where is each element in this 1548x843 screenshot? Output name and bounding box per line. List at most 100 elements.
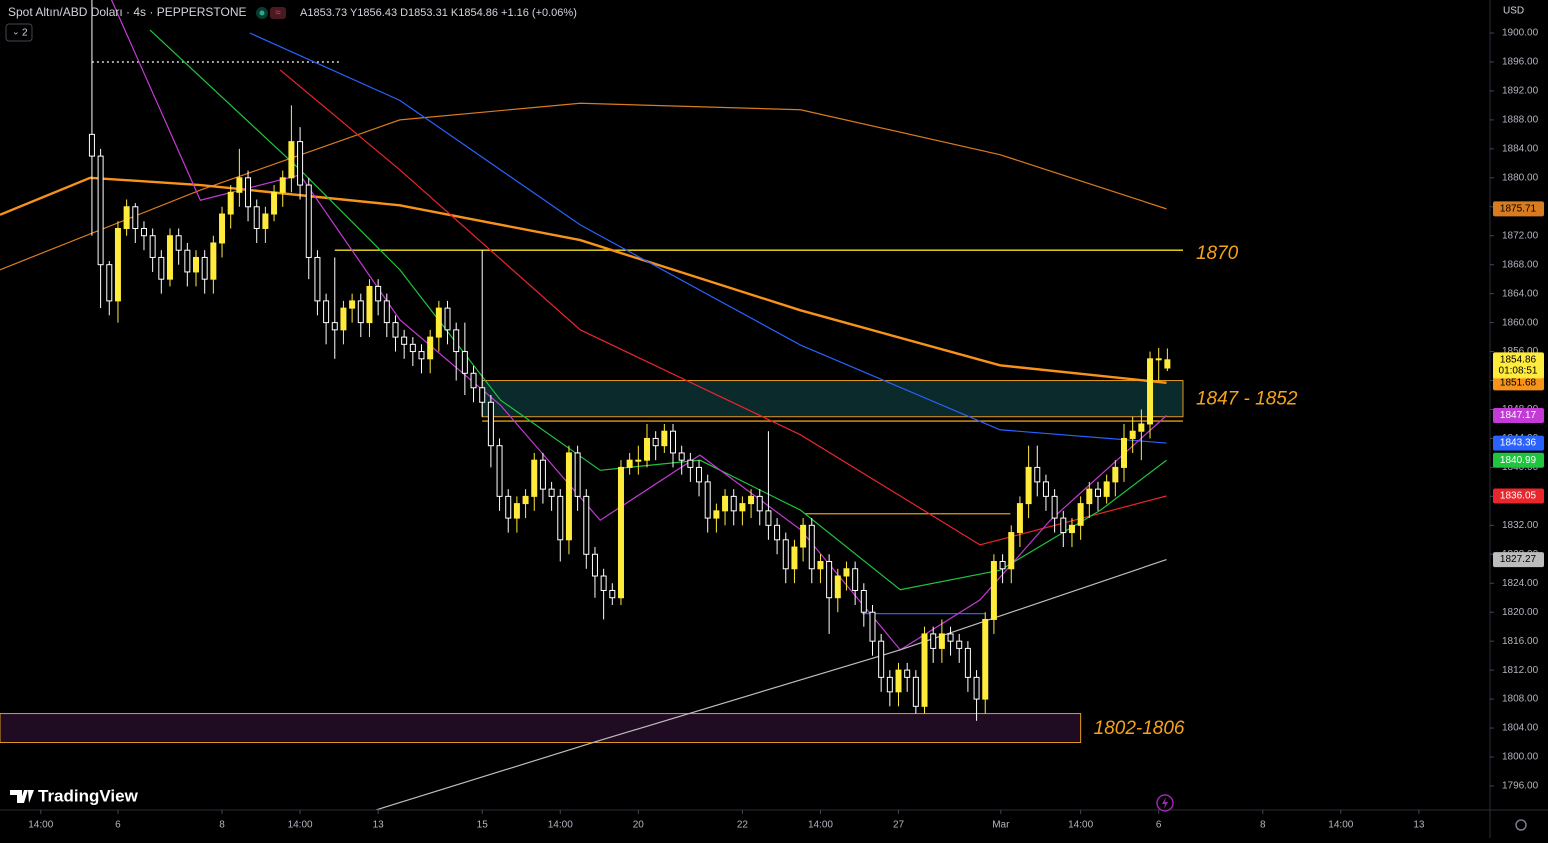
status-dot <box>259 10 265 16</box>
candle-body <box>696 466 703 483</box>
candle-body <box>687 459 694 468</box>
currency-selector[interactable]: USD <box>1503 6 1524 17</box>
candle-body <box>201 256 208 280</box>
y-tick-label: 1868.00 <box>1502 259 1539 270</box>
candle-body <box>271 191 278 215</box>
candle-body <box>956 640 963 649</box>
y-tick-label: 1892.00 <box>1502 86 1539 97</box>
candle-body <box>513 503 520 519</box>
x-tick-label: Mar <box>992 820 1010 831</box>
price-tag <box>1493 201 1544 217</box>
candle-body <box>921 633 928 707</box>
x-tick-label: 27 <box>893 820 905 831</box>
candle-body <box>253 206 260 229</box>
candle-body <box>661 430 668 447</box>
candle-body <box>652 437 659 447</box>
price-tag-label: 1840.99 <box>1500 455 1537 466</box>
candle-body <box>834 575 841 599</box>
candle-body <box>869 611 876 642</box>
price-tag <box>1493 452 1544 468</box>
price-tag-label: 1847.17 <box>1500 410 1537 421</box>
candle-body <box>184 249 191 273</box>
y-tick-label: 1888.00 <box>1502 115 1539 126</box>
candle-body <box>496 445 503 497</box>
x-tick-label: 14:00 <box>28 820 53 831</box>
candle-body <box>1034 466 1041 483</box>
candle-body <box>132 206 139 229</box>
candle-body <box>964 647 971 678</box>
candle-body <box>401 336 408 345</box>
candle-body <box>817 561 824 570</box>
indicators-toggle[interactable] <box>5 23 33 42</box>
candle-body <box>123 206 130 229</box>
candle-body <box>626 459 633 468</box>
candle-body <box>722 495 729 512</box>
x-tick-label: 20 <box>633 820 645 831</box>
candle-body <box>166 235 173 280</box>
y-tick-label: 1880.00 <box>1502 172 1539 183</box>
candle-body <box>288 141 295 179</box>
alert-icon[interactable] <box>1156 794 1174 812</box>
candle-body <box>617 466 624 599</box>
candle-body <box>418 351 425 360</box>
candle-body <box>305 184 312 258</box>
candle-body <box>904 669 911 678</box>
y-tick-label: 1816.00 <box>1502 636 1539 647</box>
chevron: ⌄ <box>12 26 20 36</box>
price-zone <box>481 380 1184 418</box>
candle-body <box>149 235 156 258</box>
candle-body <box>843 568 850 577</box>
candle-body <box>1164 359 1171 369</box>
candle-body <box>748 495 755 505</box>
price-tag <box>1493 407 1544 423</box>
candle-body <box>557 495 564 541</box>
candle-body <box>461 351 468 374</box>
candle-body <box>852 568 859 591</box>
candle-body <box>756 495 763 512</box>
y-tick-label: 1884.00 <box>1502 143 1539 154</box>
y-tick-label: 1860.00 <box>1502 317 1539 328</box>
status-icon <box>270 7 286 19</box>
candle-body <box>704 481 711 519</box>
candle-body <box>193 256 200 273</box>
candle-body <box>314 256 321 302</box>
x-tick-label: 8 <box>1260 820 1266 831</box>
candle-body <box>643 437 650 461</box>
candle-body <box>539 459 546 490</box>
candle-body <box>349 300 356 309</box>
x-tick-label: 14:00 <box>1068 820 1093 831</box>
candle-body <box>1121 437 1128 468</box>
candle-body <box>886 676 893 693</box>
x-tick-label: 13 <box>373 820 385 831</box>
x-tick-label: 6 <box>1156 820 1162 831</box>
candle-body <box>990 561 997 620</box>
candle-body <box>323 300 330 324</box>
moving-average <box>0 102 1167 271</box>
candle-body <box>591 553 598 577</box>
candle-body <box>140 227 147 237</box>
y-tick-label: 1800.00 <box>1502 752 1539 763</box>
settings-icon[interactable] <box>1515 819 1527 831</box>
price-tags: 1875.71 1851.68 1843.36 1836.05 1840.99 1847.… <box>1493 201 1544 568</box>
candle-body <box>409 343 416 353</box>
y-tick-label: 1824.00 <box>1502 578 1539 589</box>
moving-average <box>0 176 1167 385</box>
candle-body <box>1060 517 1067 534</box>
symbol-title[interactable]: Spot Altın/ABD Doları · 4s · PEPPERSTONE <box>8 5 247 19</box>
candle-body <box>982 618 989 700</box>
price-tag-label: 1827.27 <box>1500 554 1537 565</box>
candle-body <box>973 676 980 700</box>
plot-area <box>0 0 1184 810</box>
indicator-count: 2 <box>22 28 28 39</box>
candle-body <box>1147 358 1154 425</box>
candle-body <box>999 561 1006 570</box>
candle-body <box>1155 358 1162 361</box>
candle-body <box>1129 430 1136 439</box>
candle-body <box>522 495 529 505</box>
candle-body <box>375 285 382 302</box>
candle-body <box>1103 481 1110 497</box>
candle-body <box>340 307 347 331</box>
candle-body <box>106 264 113 302</box>
